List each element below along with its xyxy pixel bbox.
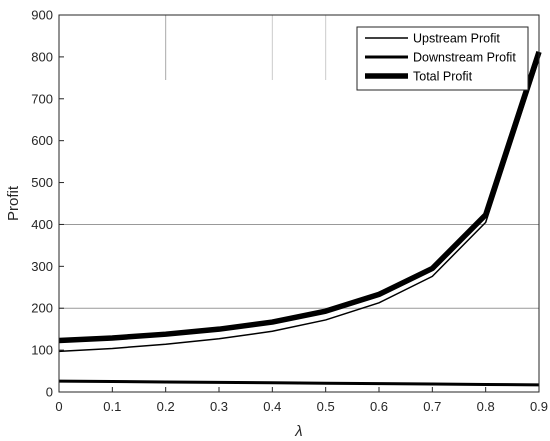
plot-frame — [58, 14, 540, 393]
y-tick-label: 200 — [31, 301, 53, 316]
y-tick-label: 800 — [31, 49, 53, 64]
y-tick-label: 500 — [31, 175, 53, 190]
y-tick-label: 400 — [31, 217, 53, 232]
legend-label-total-profit: Total Profit — [413, 70, 473, 84]
y-axis-label: Profit — [5, 185, 22, 221]
x-tick-label: 0.4 — [263, 399, 281, 414]
x-tick-label: 0.9 — [530, 399, 548, 414]
x-tick-label: 0.5 — [317, 399, 335, 414]
series-line-downstream-profit — [58, 379, 540, 387]
x-tick-label: 0.8 — [477, 399, 495, 414]
series-lines — [58, 51, 542, 387]
legend-label-downstream-profit: Downstream Profit — [413, 51, 516, 65]
x-tick-label: 0.3 — [210, 399, 228, 414]
y-tick-label: 0 — [46, 385, 53, 400]
grid-lines — [59, 15, 539, 309]
x-tick-label: 0.2 — [157, 399, 175, 414]
y-axis: 0 100 200 300 400 500 600 700 800 900 — [31, 8, 64, 400]
x-tick-label: 0.1 — [103, 399, 121, 414]
series-line-upstream-profit — [58, 58, 540, 353]
y-tick-label: 300 — [31, 259, 53, 274]
legend-label-upstream-profit: Upstream Profit — [413, 32, 500, 46]
legend: Upstream Profit Downstream Profit Total … — [356, 26, 529, 91]
x-tick-label: 0.7 — [423, 399, 441, 414]
x-tick-label: 0.6 — [370, 399, 388, 414]
series-line-total-profit — [58, 51, 542, 344]
x-axis-label: λ — [294, 423, 302, 440]
y-tick-label: 600 — [31, 133, 53, 148]
x-axis: 0 0.1 0.2 0.3 0.4 0.5 0.6 0.7 0.8 0.9 — [55, 387, 548, 414]
x-tick-label: 0 — [55, 399, 62, 414]
y-tick-label: 900 — [31, 8, 53, 23]
y-tick-label: 700 — [31, 91, 53, 106]
y-tick-label: 100 — [31, 343, 53, 358]
